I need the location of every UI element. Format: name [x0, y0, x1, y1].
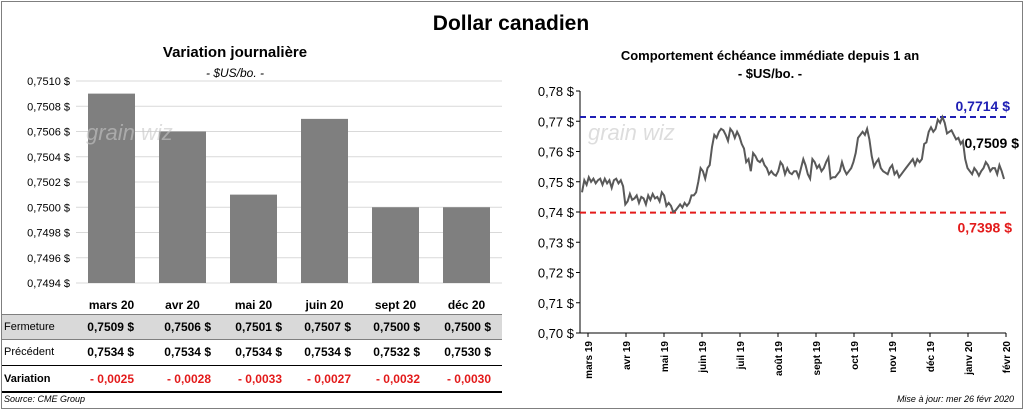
price-series-line: [581, 114, 1005, 214]
bar-y-tick-label: 0,7496 $: [27, 253, 70, 265]
source-note: Source: CME Group: [4, 394, 86, 404]
bar: [301, 118, 348, 283]
last-price-label: 0,7509 $: [965, 135, 1020, 151]
daily-chart-subtitle: - $US/bo. -: [205, 66, 265, 80]
daily-bar-chart: 0,7494 $ 0,7496 $ 0,7498 $ 0,7500 $ 0,7502 $…: [27, 76, 502, 312]
close-cell: 0,7509 $: [87, 320, 134, 334]
close-cell: 0,7506 $: [164, 320, 211, 334]
page-title: Dollar canadien: [432, 12, 590, 35]
close-cell: 0,7501 $: [235, 320, 282, 334]
bar-x-tick-label: déc 20: [448, 298, 486, 312]
line-x-tick-label: mars 19: [584, 341, 595, 379]
variation-cell: - 0,0027: [306, 372, 351, 386]
watermark: grain wiz: [86, 120, 173, 145]
previous-cell: 0,7534 $: [87, 345, 134, 359]
previous-row-label: Précédent: [4, 346, 55, 358]
variation-cell: - 0,0025: [89, 372, 134, 386]
line-y-tick-label: 0,77 $: [538, 114, 575, 129]
bar-y-tick-label: 0,7500 $: [27, 202, 70, 214]
previous-cell: 0,7532 $: [373, 345, 420, 359]
bar-x-tick-label: avr 20: [165, 298, 200, 312]
previous-cell: 0,7534 $: [164, 345, 211, 359]
high-label: 0,7714 $: [956, 98, 1011, 114]
line-y-tick-label: 0,76 $: [538, 145, 575, 160]
line-y-tick-label: 0,70 $: [538, 326, 575, 341]
bar: [230, 194, 277, 283]
bar-y-tick-label: 0,7498 $: [27, 228, 70, 240]
close-row: Fermeture 0,7509 $ 0,7506 $ 0,7501 $ 0,7…: [2, 314, 502, 340]
variation-cell: - 0,0028: [166, 372, 211, 386]
previous-cell: 0,7530 $: [444, 345, 491, 359]
bar-y-tick-label: 0,7494 $: [27, 278, 70, 290]
bar-y-tick-label: 0,7504 $: [27, 152, 70, 164]
line-y-tick-label: 0,71 $: [538, 296, 575, 311]
line-x-tick-label: juin 19: [698, 341, 709, 374]
variation-row: Variation - 0,0025 - 0,0028 - 0,0033 - 0…: [2, 367, 502, 393]
line-y-tick-label: 0,72 $: [538, 266, 575, 281]
history-line-chart: 0,70 $ 0,71 $ 0,72 $ 0,73 $ 0,74 $ 0,75 $ 0,76…: [538, 84, 1020, 379]
line-x-tick-label: janv 20: [964, 341, 975, 376]
bar: [443, 207, 490, 283]
close-row-label: Fermeture: [4, 321, 55, 333]
line-x-tick-label: août 19: [774, 341, 785, 376]
bar-y-tick-label: 0,7510 $: [27, 76, 70, 88]
line-x-tick-label: mai 19: [660, 341, 671, 373]
close-cell: 0,7500 $: [373, 320, 420, 334]
bar-y-tick-label: 0,7508 $: [27, 101, 70, 113]
low-label: 0,7398 $: [958, 220, 1013, 236]
previous-cell: 0,7534 $: [304, 345, 351, 359]
variation-row-label: Variation: [4, 373, 51, 385]
close-cell: 0,7500 $: [444, 320, 491, 334]
line-x-tick-label: nov 19: [888, 341, 899, 373]
line-x-tick-label: juil 19: [736, 341, 747, 371]
bar: [88, 93, 135, 283]
line-x-tick-label: oct 19: [850, 341, 861, 370]
previous-row: Précédent 0,7534 $ 0,7534 $ 0,7534 $ 0,7…: [2, 340, 502, 366]
variation-cell: - 0,0033: [237, 372, 282, 386]
line-x-tick-label: déc 19: [926, 341, 937, 373]
variation-cell: - 0,0030: [446, 372, 491, 386]
line-x-tick-label: févr 20: [1002, 341, 1013, 374]
watermark: grain wiz: [588, 120, 675, 145]
bar-x-tick-label: juin 20: [304, 298, 343, 312]
bar: [372, 207, 419, 283]
variation-cell: - 0,0032: [375, 372, 420, 386]
history-chart-subtitle: - $US/bo. -: [737, 66, 803, 81]
bar-y-tick-label: 0,7502 $: [27, 177, 70, 189]
line-x-tick-label: avr 19: [622, 341, 633, 370]
history-chart-title: Comportement échéance immédiate depuis 1…: [620, 48, 920, 63]
line-y-tick-label: 0,75 $: [538, 175, 575, 190]
daily-chart-title: Variation journalière: [162, 44, 308, 61]
line-x-tick-label: sept 19: [812, 341, 823, 376]
line-y-tick-label: 0,73 $: [538, 235, 575, 250]
bar: [159, 131, 206, 283]
line-y-tick-label: 0,74 $: [538, 205, 575, 220]
bar-y-tick-label: 0,7506 $: [27, 127, 70, 139]
update-note: Mise à jour: mer 26 févr 2020: [896, 394, 1014, 404]
bar-x-tick-label: mars 20: [89, 298, 135, 312]
bar-x-tick-label: mai 20: [235, 298, 273, 312]
previous-cell: 0,7534 $: [235, 345, 282, 359]
line-y-tick-label: 0,78 $: [538, 84, 575, 99]
bar-x-tick-label: sept 20: [375, 298, 417, 312]
close-cell: 0,7507 $: [304, 320, 351, 334]
